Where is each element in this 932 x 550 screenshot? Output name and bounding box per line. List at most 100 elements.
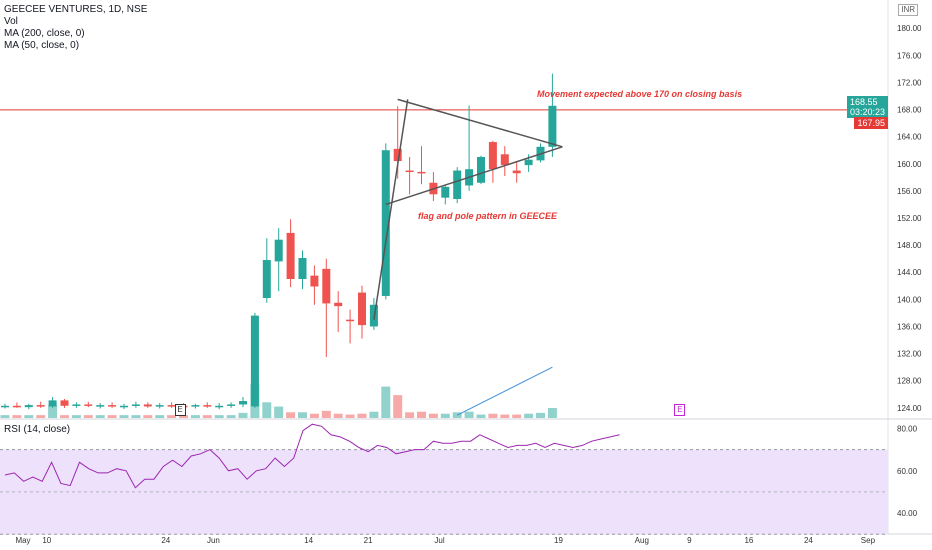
symbol-title[interactable]: GEECEE VENTURES, 1D, NSE bbox=[4, 4, 148, 15]
volume-bar bbox=[60, 415, 69, 418]
volume-bar bbox=[131, 415, 141, 418]
last-price-value: 168.55 bbox=[849, 97, 878, 107]
candle-body bbox=[381, 150, 390, 296]
candle-body bbox=[346, 319, 355, 322]
volume-bar bbox=[321, 410, 331, 418]
time-tick-label: Sep bbox=[861, 536, 876, 545]
volume-bar bbox=[440, 413, 450, 418]
volume-bar bbox=[143, 415, 153, 418]
time-tick-label: 10 bbox=[42, 536, 51, 545]
time-tick-label: 14 bbox=[304, 536, 313, 545]
rsi-tick-label: 40.00 bbox=[897, 509, 918, 518]
candle-body bbox=[441, 186, 450, 198]
candle-body bbox=[203, 405, 212, 407]
price-tick-label: 168.00 bbox=[897, 106, 922, 115]
legend-ma-50[interactable]: MA (50, close, 0) bbox=[4, 40, 80, 51]
volume-bar bbox=[190, 415, 200, 418]
legend-ma-200[interactable]: MA (200, close, 0) bbox=[4, 28, 85, 39]
candle-body bbox=[477, 156, 485, 183]
price-tick-label: 172.00 bbox=[897, 78, 922, 87]
candle-body bbox=[334, 302, 343, 307]
candle-body bbox=[310, 275, 319, 287]
price-tick-label: 176.00 bbox=[897, 51, 922, 60]
candle-body bbox=[488, 142, 497, 170]
legend-rsi[interactable]: RSI (14, close) bbox=[4, 424, 71, 435]
volume-bar bbox=[512, 414, 522, 418]
candle-body bbox=[1, 405, 9, 408]
candle-body bbox=[60, 400, 69, 406]
candle-body bbox=[108, 405, 117, 407]
volume-bar bbox=[476, 414, 486, 418]
volume-bar bbox=[12, 415, 22, 418]
candle-body bbox=[24, 405, 33, 408]
candle-body bbox=[72, 404, 81, 406]
volume-bar bbox=[417, 411, 426, 418]
candle-body bbox=[155, 405, 164, 407]
earnings-marker[interactable]: E bbox=[174, 404, 186, 416]
volume-bar bbox=[262, 402, 272, 418]
candle-body bbox=[36, 405, 45, 407]
time-tick-label: 24 bbox=[161, 536, 170, 545]
candle-body bbox=[405, 170, 414, 173]
pattern-annotation: flag and pole pattern in GEECEE bbox=[418, 211, 558, 221]
rsi-tick-label: 60.00 bbox=[897, 467, 918, 476]
candle-body bbox=[286, 232, 295, 280]
volume-bar bbox=[357, 413, 367, 418]
pattern-trendline bbox=[373, 99, 409, 320]
candle-body bbox=[358, 292, 366, 326]
price-tick-label: 136.00 bbox=[897, 322, 922, 331]
volume-bar bbox=[226, 415, 236, 418]
volume-bar bbox=[333, 413, 343, 418]
time-tick-label: 24 bbox=[804, 536, 813, 545]
candle-body bbox=[215, 405, 224, 408]
price-tick-label: 148.00 bbox=[897, 241, 922, 250]
volume-bar bbox=[286, 412, 296, 418]
time-tick-label: 21 bbox=[364, 536, 373, 545]
candle-body bbox=[131, 404, 140, 406]
candle-body bbox=[143, 404, 152, 407]
candle-body bbox=[12, 405, 21, 408]
rsi-tick-label: 80.00 bbox=[897, 424, 918, 433]
time-tick-label: Aug bbox=[635, 536, 649, 545]
candle-body bbox=[524, 159, 533, 166]
time-tick-label: Jun bbox=[207, 536, 220, 545]
time-tick-label: 16 bbox=[744, 536, 753, 545]
candle-body bbox=[298, 258, 307, 280]
pattern-trendline bbox=[385, 146, 563, 206]
volume-bar bbox=[488, 413, 498, 418]
volume-bar bbox=[167, 415, 177, 418]
price-tick-label: 160.00 bbox=[897, 160, 922, 169]
candle-body bbox=[191, 405, 200, 407]
candle-body bbox=[96, 405, 105, 407]
volume-bar bbox=[238, 412, 248, 418]
hline-price-tag: 167.95 bbox=[854, 117, 888, 129]
volume-bar bbox=[0, 415, 10, 418]
candle-body bbox=[227, 404, 236, 406]
price-tick-label: 140.00 bbox=[897, 295, 922, 304]
price-tick-label: 164.00 bbox=[897, 133, 922, 142]
candle-body bbox=[250, 315, 259, 407]
volume-bar bbox=[83, 415, 93, 418]
candle-body bbox=[84, 404, 93, 406]
volume-bar bbox=[381, 386, 391, 418]
volume-bar bbox=[309, 413, 319, 418]
volume-bar bbox=[345, 414, 355, 418]
volume-bar bbox=[155, 415, 165, 418]
price-tick-label: 180.00 bbox=[897, 24, 922, 33]
candle-body bbox=[322, 268, 331, 304]
legend-volume[interactable]: Vol bbox=[4, 16, 18, 27]
price-tick-label: 144.00 bbox=[897, 268, 922, 277]
pattern-trendline bbox=[397, 98, 563, 148]
candle-body bbox=[512, 170, 521, 174]
price-tick-label: 152.00 bbox=[897, 214, 922, 223]
earnings-marker[interactable]: E bbox=[674, 404, 686, 416]
volume-bar bbox=[214, 415, 224, 418]
rsi-line bbox=[4, 423, 620, 489]
candle-countdown: 03:20:23 bbox=[849, 107, 885, 117]
time-tick-label: Jul bbox=[434, 536, 444, 545]
candle-body bbox=[262, 260, 271, 298]
candle-body bbox=[548, 105, 557, 147]
volume-bar bbox=[547, 408, 557, 418]
